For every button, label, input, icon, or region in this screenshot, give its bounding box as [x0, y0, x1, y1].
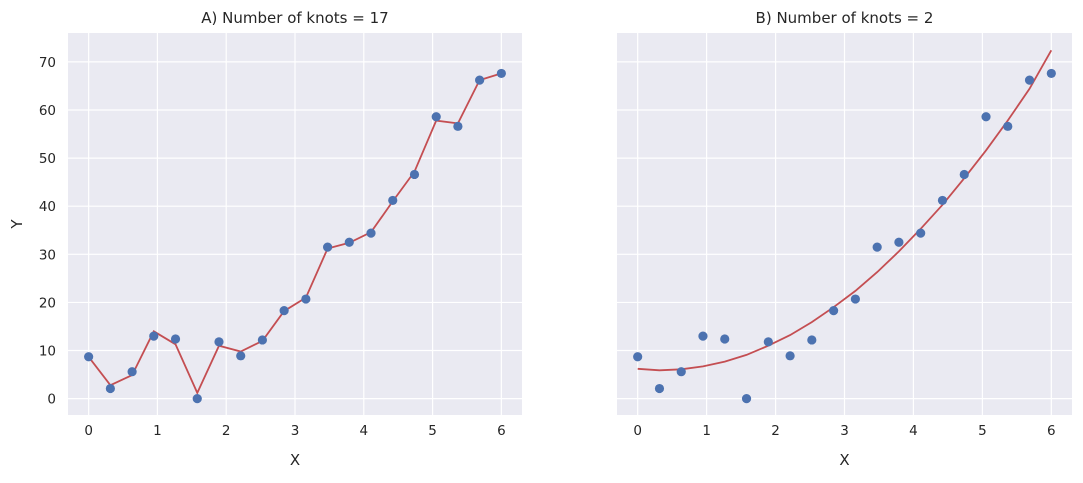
- data-point: [720, 334, 730, 344]
- data-point: [431, 112, 441, 122]
- x-tick-label: 6: [497, 423, 506, 439]
- x-tick-label: 5: [428, 423, 437, 439]
- fit-line: [637, 49, 1053, 372]
- data-point: [170, 334, 181, 344]
- data-point: [850, 294, 860, 304]
- data-point: [257, 335, 267, 345]
- data-point: [959, 169, 969, 180]
- data-point: [366, 228, 376, 238]
- data-point: [763, 337, 773, 347]
- x-tick-label: 4: [909, 423, 918, 439]
- data-point: [785, 351, 795, 361]
- data-point: [279, 305, 289, 316]
- y-axis-label: Y: [8, 219, 26, 230]
- x-tick-label: 5: [978, 423, 987, 439]
- x-tick-label: 4: [359, 423, 368, 439]
- y-tick-label: 70: [39, 55, 56, 71]
- x-axis-label: X: [290, 451, 300, 469]
- data-point: [916, 228, 926, 238]
- data-point: [654, 383, 665, 394]
- panel-title: B) Number of knots = 2: [756, 9, 934, 27]
- y-tick-label: 10: [39, 344, 56, 360]
- x-tick-label: 3: [291, 423, 300, 439]
- y-tick-label: 40: [39, 199, 56, 215]
- y-tick-label: 20: [39, 295, 56, 311]
- x-tick-label: 3: [840, 423, 849, 439]
- y-tick-label: 0: [47, 392, 56, 408]
- data-point: [149, 331, 159, 341]
- data-point: [192, 394, 202, 404]
- data-point: [496, 68, 506, 79]
- data-point: [981, 112, 991, 122]
- data-point: [1024, 75, 1035, 85]
- data-point: [105, 383, 115, 394]
- data-point: [409, 169, 420, 180]
- data-point: [633, 352, 643, 362]
- x-tick-label: 2: [771, 423, 780, 439]
- data-point: [388, 195, 398, 206]
- data-point: [236, 351, 246, 361]
- x-tick-label: 1: [702, 423, 711, 439]
- x-tick-label: 1: [153, 423, 162, 439]
- data-point: [84, 352, 94, 362]
- data-point: [741, 394, 752, 404]
- data-point: [1003, 121, 1013, 131]
- data-point: [323, 242, 333, 252]
- x-tick-label: 0: [633, 423, 642, 439]
- data-point: [453, 121, 463, 131]
- x-axis-label: X: [839, 451, 849, 469]
- y-tick-label: 30: [39, 247, 56, 263]
- data-point: [127, 367, 137, 377]
- data-point: [475, 75, 485, 85]
- panel-title: A) Number of knots = 17: [201, 9, 388, 27]
- data-point: [698, 331, 708, 341]
- data-point: [1046, 68, 1056, 79]
- data-point: [872, 242, 882, 252]
- x-tick-label: 2: [222, 423, 231, 439]
- panel-b: 0 1 2 3 4 5 6 B) Number of knots = 2 X: [617, 9, 1072, 469]
- data-point: [807, 335, 817, 345]
- x-tick-label: 0: [84, 423, 93, 439]
- data-point: [829, 305, 839, 316]
- data-point: [676, 367, 686, 377]
- data-point: [894, 237, 904, 247]
- y-tick-label: 50: [39, 151, 56, 167]
- data-point: [937, 195, 948, 206]
- x-tick-label: 6: [1047, 423, 1056, 439]
- data-point: [214, 337, 224, 347]
- data-point: [301, 294, 311, 304]
- y-tick-label: 60: [39, 103, 56, 119]
- data-point: [344, 237, 354, 247]
